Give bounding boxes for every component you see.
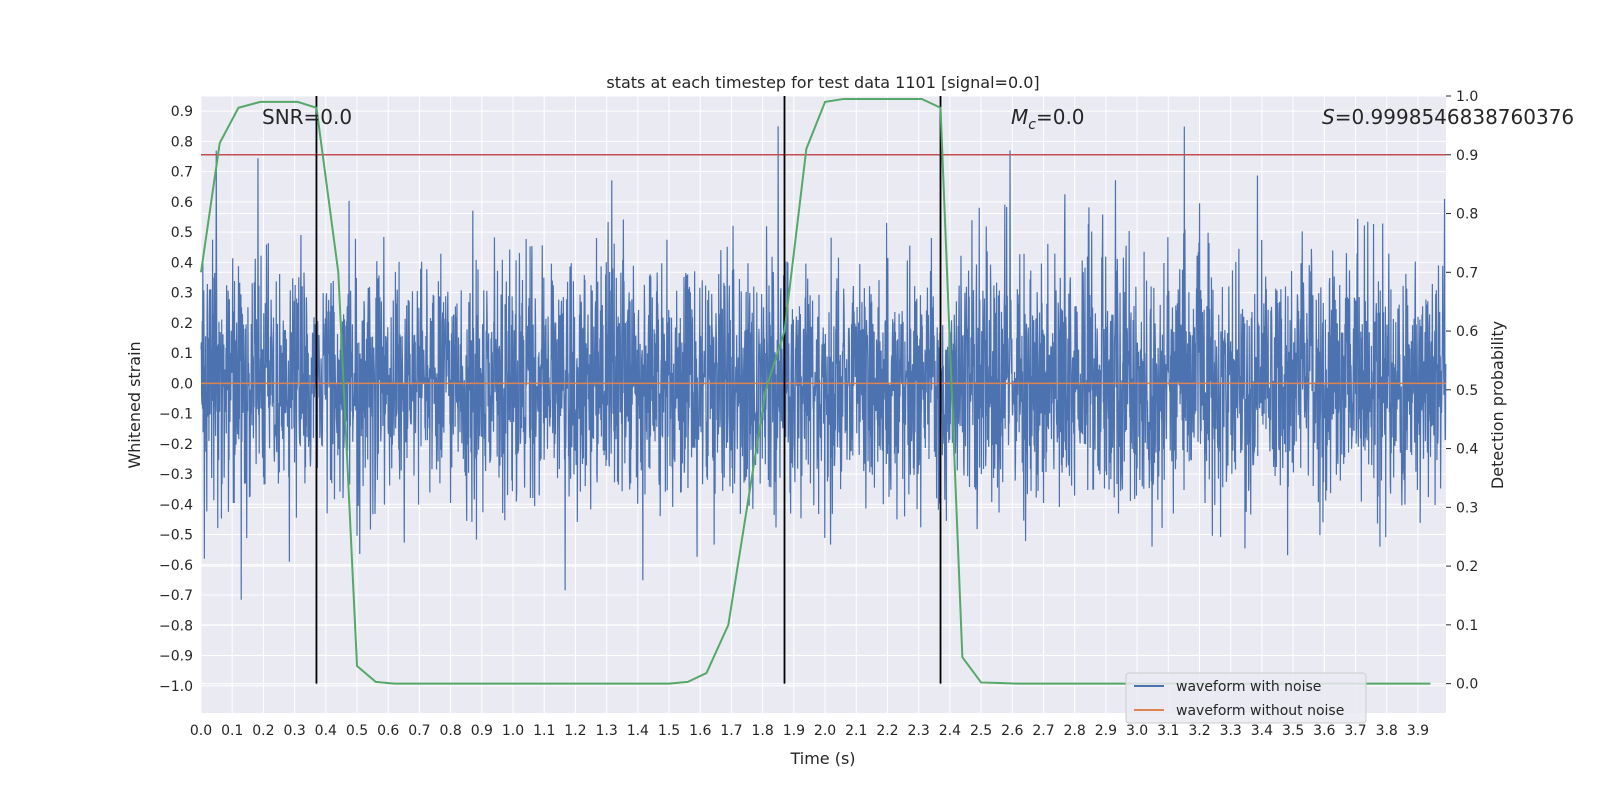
score-value: =0.9998546838760376	[1335, 105, 1574, 129]
x-tick-label: 3.6	[1313, 723, 1335, 739]
series-waveform-with-noise	[200, 126, 1447, 600]
x-tick-label: 3.0	[1126, 723, 1148, 739]
chirp-mass-symbol: M	[1011, 105, 1028, 129]
y2-tick-label: 0.8	[1456, 207, 1478, 223]
y-tick-label: 0.7	[171, 165, 193, 181]
x-tick-label: 3.9	[1407, 723, 1429, 739]
y-tick-label: 0.2	[171, 316, 193, 332]
y2-tick-label: 0.6	[1456, 324, 1478, 340]
y-tick-label: −1.0	[159, 679, 193, 695]
x-tick-label: 1.7	[720, 723, 742, 739]
y2-tick-label: 0.5	[1456, 383, 1478, 399]
y-tick-label: 0.0	[171, 376, 193, 392]
y-tick-label: −0.9	[159, 649, 193, 665]
x-tick-label: 0.2	[252, 723, 274, 739]
score-annotation: S=0.9998546838760376	[1322, 105, 1574, 129]
x-tick-label: 3.8	[1376, 723, 1398, 739]
legend-label-waveform-without-noise: waveform without noise	[1176, 703, 1344, 719]
y2-axis-label: Detection probability	[1488, 321, 1507, 489]
x-tick-label: 1.3	[596, 723, 618, 739]
y-tick-label: 0.4	[171, 255, 193, 271]
chirp-mass-value: =0.0	[1036, 105, 1085, 129]
x-tick-label: 2.3	[908, 723, 930, 739]
legend-label-waveform-with-noise: waveform with noise	[1176, 679, 1321, 695]
x-tick-label: 1.5	[658, 723, 680, 739]
x-tick-label: 2.0	[814, 723, 836, 739]
x-tick-label: 3.3	[1220, 723, 1242, 739]
x-tick-label: 1.9	[783, 723, 805, 739]
x-tick-label: 1.2	[564, 723, 586, 739]
x-tick-label: 1.4	[627, 723, 649, 739]
x-tick-label: 1.8	[752, 723, 774, 739]
x-tick-label: 0.3	[283, 723, 305, 739]
y-tick-label: 0.8	[171, 134, 193, 150]
x-tick-label: 3.1	[1157, 723, 1179, 739]
x-tick-label: 2.7	[1032, 723, 1054, 739]
x-tick-label: 0.6	[377, 723, 399, 739]
x-tick-label: 1.0	[502, 723, 524, 739]
y-tick-label: −0.5	[159, 528, 193, 544]
y2-tick-label: 0.3	[1456, 500, 1478, 516]
vertical-markers	[315, 96, 942, 684]
chirp-mass-annotation: Mc=0.0	[1011, 105, 1085, 133]
y-tick-label: −0.1	[159, 407, 193, 423]
x-tick-label: 2.1	[845, 723, 867, 739]
y2-tick-label: 0.1	[1456, 618, 1478, 634]
x-tick-label: 0.9	[471, 723, 493, 739]
x-tick-label: 0.5	[346, 723, 368, 739]
y2-tick-label: 0.2	[1456, 559, 1478, 575]
noise-trace	[200, 126, 1447, 600]
y2-tick-label: 0.7	[1456, 265, 1478, 281]
legend: waveform with noise waveform without noi…	[1125, 672, 1367, 724]
y-tick-label: −0.4	[159, 497, 193, 513]
x-tick-label: 2.9	[1095, 723, 1117, 739]
y2-tick-label: 0.0	[1456, 677, 1478, 693]
x-tick-label: 2.2	[876, 723, 898, 739]
score-symbol: S	[1322, 105, 1335, 129]
snr-annotation: SNR=0.0	[262, 105, 352, 129]
x-tick-label: 3.5	[1282, 723, 1304, 739]
y-tick-labels: 0.9 0.8 0.7 0.6 0.5 0.4 0.3 0.2 0.1 0.0 −0.1 −0.2 −0…	[159, 104, 193, 695]
y2-tick-labels: 1.0 0.9 0.8 0.7 0.6 0.5 0.4 0.3 0.2 0.1 0.0	[1446, 89, 1478, 693]
y2-tick-label: 1.0	[1456, 89, 1478, 105]
y-tick-label: 0.5	[171, 225, 193, 241]
x-tick-label: 2.4	[939, 723, 961, 739]
y-tick-label: −0.6	[159, 558, 193, 574]
y-tick-label: −0.8	[159, 618, 193, 634]
x-tick-labels: 0.0 0.1 0.2 0.3 0.4 0.5 0.6 0.7 0.8 0.9 1.0 1.1 1.2 1…	[190, 723, 1429, 739]
chart-title: stats at each timestep for test data 110…	[606, 73, 1039, 92]
y2-tick-label: 0.9	[1456, 148, 1478, 164]
x-tick-label: 3.7	[1344, 723, 1366, 739]
y-tick-label: 0.9	[171, 104, 193, 120]
legend-box	[1125, 672, 1367, 724]
x-tick-label: 3.2	[1188, 723, 1210, 739]
y2-tick-label: 0.4	[1456, 442, 1478, 458]
y-tick-label: −0.3	[159, 467, 193, 483]
y-tick-label: −0.2	[159, 437, 193, 453]
y-tick-label: −0.7	[159, 588, 193, 604]
x-axis-label: Time (s)	[789, 749, 855, 768]
x-tick-label: 2.8	[1064, 723, 1086, 739]
x-tick-label: 0.7	[408, 723, 430, 739]
chirp-mass-subscript: c	[1028, 117, 1036, 133]
y-tick-label: 0.3	[171, 286, 193, 302]
x-tick-label: 0.8	[439, 723, 461, 739]
y-tick-label: 0.1	[171, 346, 193, 362]
x-tick-label: 2.5	[970, 723, 992, 739]
x-tick-label: 3.4	[1251, 723, 1273, 739]
x-tick-label: 1.6	[689, 723, 711, 739]
y-tick-label: 0.6	[171, 195, 193, 211]
x-tick-label: 2.6	[1001, 723, 1023, 739]
y-axis-label: Whitened strain	[125, 341, 144, 468]
x-tick-label: 1.1	[533, 723, 555, 739]
x-tick-label: 0.0	[190, 723, 212, 739]
x-tick-label: 0.1	[221, 723, 243, 739]
x-tick-label: 0.4	[315, 723, 337, 739]
